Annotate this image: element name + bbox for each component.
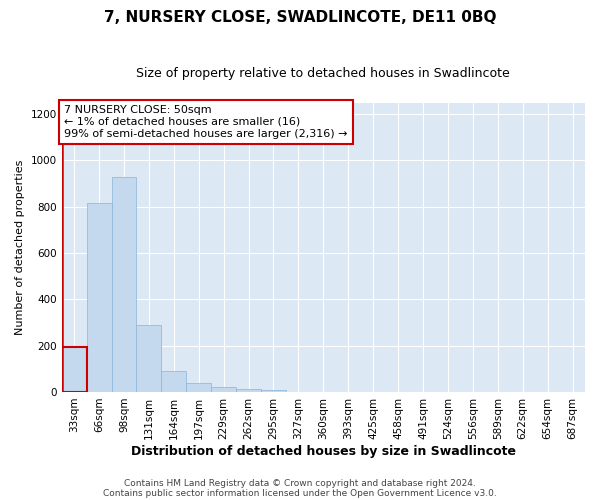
Bar xyxy=(62,347,86,392)
Bar xyxy=(86,203,112,392)
Text: Contains HM Land Registry data © Crown copyright and database right 2024.: Contains HM Land Registry data © Crown c… xyxy=(124,478,476,488)
Y-axis label: Number of detached properties: Number of detached properties xyxy=(15,160,25,335)
Text: 7, NURSERY CLOSE, SWADLINCOTE, DE11 0BQ: 7, NURSERY CLOSE, SWADLINCOTE, DE11 0BQ xyxy=(104,10,496,25)
X-axis label: Distribution of detached houses by size in Swadlincote: Distribution of detached houses by size … xyxy=(131,444,516,458)
Title: Size of property relative to detached houses in Swadlincote: Size of property relative to detached ho… xyxy=(136,68,510,80)
Bar xyxy=(236,389,261,392)
Text: Contains public sector information licensed under the Open Government Licence v3: Contains public sector information licen… xyxy=(103,488,497,498)
Bar xyxy=(112,176,136,392)
Bar xyxy=(261,390,286,392)
Bar xyxy=(136,325,161,392)
Bar xyxy=(211,388,236,392)
Bar xyxy=(186,383,211,392)
Bar xyxy=(161,371,186,392)
Text: 7 NURSERY CLOSE: 50sqm
← 1% of detached houses are smaller (16)
99% of semi-deta: 7 NURSERY CLOSE: 50sqm ← 1% of detached … xyxy=(64,106,348,138)
Bar xyxy=(62,347,86,392)
